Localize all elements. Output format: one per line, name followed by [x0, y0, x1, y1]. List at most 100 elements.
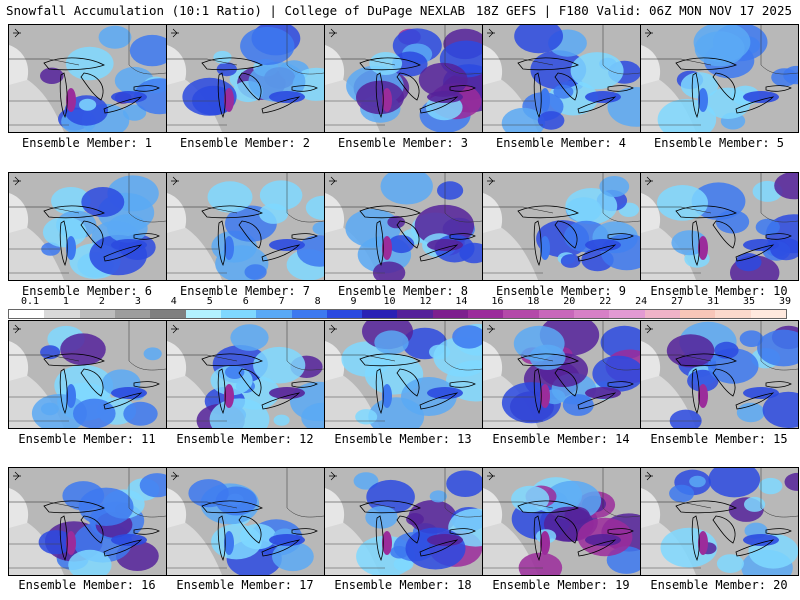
colorbar-tick-label: 12 [419, 296, 432, 307]
snowfall-map [641, 321, 798, 428]
snowfall-map [167, 25, 324, 132]
colorbar-tick-label: 5 [206, 296, 213, 307]
ensemble-member-map [324, 320, 483, 429]
colorbar-swatch [9, 310, 45, 318]
ensemble-member-label: Ensemble Member: 11 [18, 432, 156, 446]
ensemble-member-map [324, 172, 483, 281]
snowfall-map [325, 25, 482, 132]
colorbar-tick-label: 1 [62, 296, 69, 307]
colorbar-swatch [326, 310, 363, 318]
ensemble-member-label: Ensemble Member: 17 [176, 578, 314, 592]
ensemble-member-label: Ensemble Member: 13 [334, 432, 472, 446]
ensemble-member-map [482, 172, 641, 281]
ensemble-member-map [482, 320, 641, 429]
colorbar-swatch [114, 310, 151, 318]
colorbar-tick-label: 10 [383, 296, 396, 307]
ensemble-member-map [640, 320, 799, 429]
colorbar-tick-label: 24 [635, 296, 648, 307]
snowfall-map [325, 173, 482, 280]
colorbar-labels: 0.1 1 2 3 4 5 6 7 8 9 10 12 14 16 18 20 22 24 27 31 35 39 [8, 296, 794, 308]
colorbar-tick-label: 31 [707, 296, 720, 307]
snowfall-map [483, 321, 640, 428]
snowfall-map [9, 173, 166, 280]
colorbar-tick-label: 18 [527, 296, 540, 307]
ensemble-member-map [166, 467, 325, 576]
colorbar [8, 309, 787, 319]
colorbar-tick-label: 27 [671, 296, 684, 307]
snowfall-map [167, 321, 324, 428]
snowfall-map [167, 173, 324, 280]
ensemble-member-label: Ensemble Member: 1 [21, 136, 153, 150]
colorbar-tick-label: 22 [599, 296, 612, 307]
snowfall-map [9, 25, 166, 132]
ensemble-member-label: Ensemble Member: 14 [492, 432, 630, 446]
colorbar-tick-label: 14 [455, 296, 468, 307]
colorbar-swatch [574, 310, 610, 318]
colorbar-tick-label: 0.1 [20, 296, 40, 307]
snowfall-map [167, 468, 324, 575]
ensemble-member-label: Ensemble Member: 18 [334, 578, 472, 592]
snowfall-map [483, 173, 640, 280]
ensemble-member-label: Ensemble Member: 15 [650, 432, 788, 446]
ensemble-member-label: Ensemble Member: 12 [176, 432, 314, 446]
ensemble-member-label: Ensemble Member: 16 [18, 578, 156, 592]
ensemble-member-map [166, 24, 325, 133]
ensemble-member-map [166, 172, 325, 281]
colorbar-swatch [538, 310, 574, 318]
colorbar-swatch [468, 310, 504, 318]
model-run-info: 18Z GEFS | F180 Valid: 06Z MON NOV 17 20… [475, 3, 792, 18]
colorbar-swatch [715, 310, 751, 318]
snowfall-map [325, 321, 482, 428]
colorbar-swatch [503, 310, 539, 318]
ensemble-member-map [324, 24, 483, 133]
ensemble-member-map [640, 467, 799, 576]
ensemble-member-map [640, 172, 799, 281]
colorbar-swatch [79, 310, 115, 318]
ensemble-member-label: Ensemble Member: 6 [21, 284, 153, 298]
ensemble-member-label: Ensemble Member: 3 [337, 136, 469, 150]
colorbar-swatch [220, 310, 257, 318]
colorbar-tick-label: 9 [350, 296, 357, 307]
ensemble-member-label: Ensemble Member: 4 [495, 136, 627, 150]
ensemble-member-map [8, 467, 167, 576]
ensemble-member-map [8, 24, 167, 133]
ensemble-member-map [8, 320, 167, 429]
ensemble-member-map [482, 467, 641, 576]
colorbar-swatch [291, 310, 327, 318]
colorbar-swatch [679, 310, 716, 318]
snowfall-map [325, 468, 482, 575]
ensemble-member-label: Ensemble Member: 7 [179, 284, 311, 298]
ensemble-member-label: Ensemble Member: 20 [650, 578, 788, 592]
colorbar-tick-label: 2 [98, 296, 105, 307]
ensemble-member-label: Ensemble Member: 2 [179, 136, 311, 150]
colorbar-tick-label: 39 [778, 296, 792, 307]
snowfall-map [641, 25, 798, 132]
colorbar-swatch [432, 310, 469, 318]
colorbar-swatch [397, 310, 433, 318]
snowfall-map [483, 468, 640, 575]
snowfall-map [483, 25, 640, 132]
colorbar-tick-label: 7 [278, 296, 285, 307]
ensemble-member-label: Ensemble Member: 10 [650, 284, 788, 298]
product-title: Snowfall Accumulation (10:1 Ratio) | Col… [6, 3, 466, 18]
colorbar-tick-label: 4 [170, 296, 177, 307]
colorbar-swatch [644, 310, 680, 318]
colorbar-tick-label: 6 [242, 296, 249, 307]
ensemble-member-map [640, 24, 799, 133]
ensemble-member-label: Ensemble Member: 5 [653, 136, 785, 150]
snowfall-map [641, 468, 798, 575]
colorbar-tick-label: 35 [743, 296, 756, 307]
colorbar-tick-label: 20 [563, 296, 576, 307]
ensemble-member-map [324, 467, 483, 576]
colorbar-swatch [609, 310, 645, 318]
colorbar-tick-label: 3 [134, 296, 141, 307]
ensemble-member-label: Ensemble Member: 19 [492, 578, 630, 592]
ensemble-member-map [8, 172, 167, 281]
ensemble-member-map [482, 24, 641, 133]
colorbar-tick-label: 16 [491, 296, 504, 307]
snowfall-map [9, 468, 166, 575]
colorbar-swatch [256, 310, 292, 318]
colorbar-swatch [185, 310, 221, 318]
colorbar-swatch [750, 310, 786, 318]
ensemble-member-map [166, 320, 325, 429]
